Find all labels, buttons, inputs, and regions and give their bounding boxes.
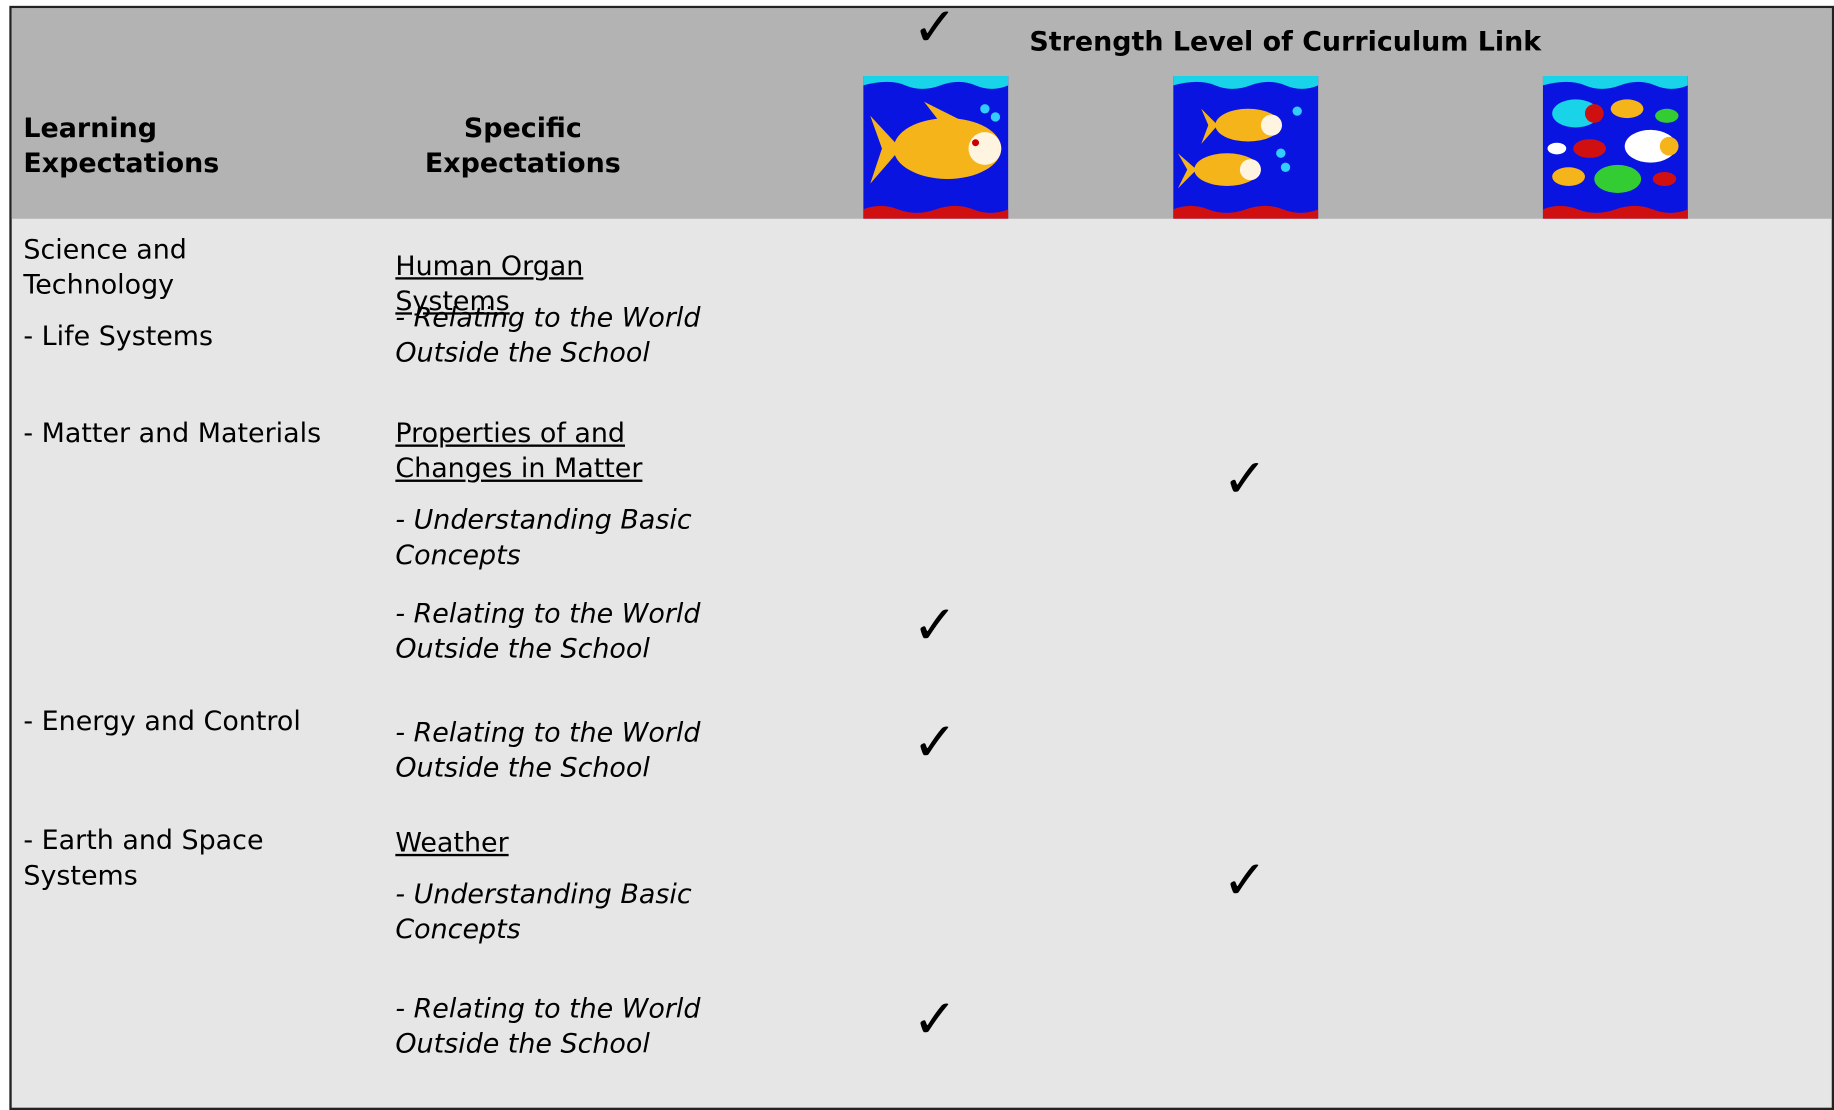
checkmark: ✓ — [912, 710, 958, 774]
fish-icon-many — [1542, 76, 1688, 219]
topic: Properties of and Changes in Matter — [395, 418, 643, 485]
sub-expectation: - Understanding Basic Concepts — [395, 879, 692, 946]
checkmark: ✓ — [1222, 848, 1268, 912]
checkmark: ✓ — [1222, 446, 1268, 510]
col-header: Specific Expectations — [424, 113, 621, 179]
sub-expectation: - Understanding Basic Concepts — [395, 505, 692, 571]
col-header: Learning Expectations — [23, 113, 220, 179]
topic: Human Organ Systems — [395, 251, 584, 317]
checkmark: ✓ — [912, 593, 958, 657]
sub-expectation: - Relating to the World Outside the Scho… — [395, 994, 701, 1060]
learning-expectation: - Matter and Materials — [23, 418, 322, 450]
topic: Weather — [395, 828, 509, 859]
page: Strength Level of Curriculum Link Learni… — [9, 0, 1834, 1110]
sub-expectation: - Relating to the World Outside the Scho… — [395, 598, 701, 665]
fish-icon-one — [863, 76, 1009, 219]
checkmark: ✓ — [912, 0, 958, 59]
group-title: Strength Level of Curriculum Link — [1029, 26, 1542, 58]
learning-expectation: - Energy and Control — [23, 706, 301, 737]
learning-expectation: - Earth and Space Systems — [23, 825, 264, 892]
fish-icon-two — [1173, 76, 1319, 219]
learning-expectation: - Life Systems — [23, 321, 214, 353]
learning-expectation: Science and Technology — [23, 235, 187, 301]
sub-expectation: - Relating to the World Outside the Scho… — [395, 718, 701, 784]
sub-expectation: - Relating to the World Outside the Scho… — [395, 302, 701, 369]
checkmark: ✓ — [912, 987, 958, 1051]
